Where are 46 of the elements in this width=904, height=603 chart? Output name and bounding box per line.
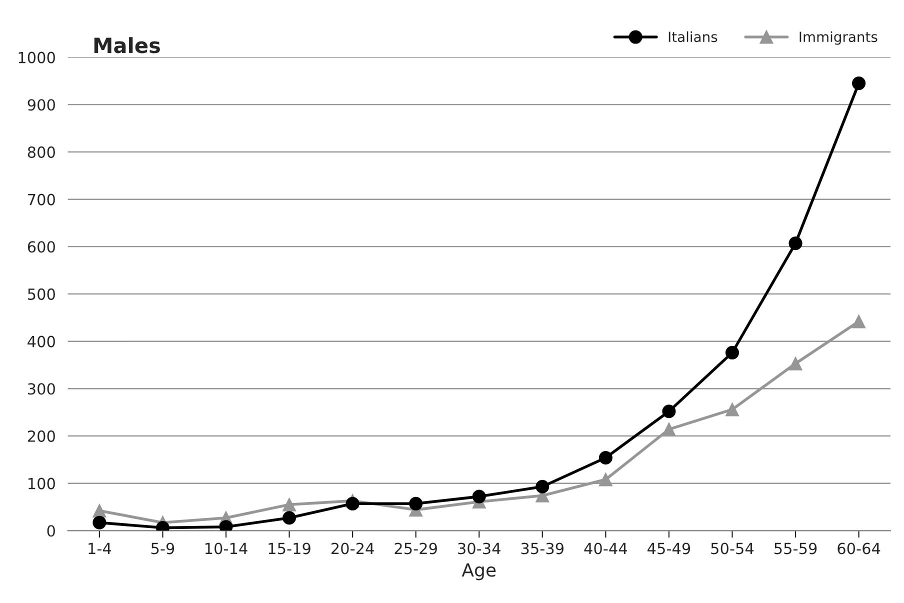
point — [598, 450, 612, 465]
point — [788, 356, 802, 370]
y-tick-label: 300 — [28, 383, 55, 395]
point — [725, 402, 740, 416]
x-tick-label: 25-29 — [394, 542, 437, 554]
point — [852, 314, 866, 328]
point — [788, 236, 802, 250]
x-tick-label: 20-24 — [331, 542, 374, 554]
point — [598, 472, 612, 486]
point — [662, 404, 676, 418]
point — [282, 498, 296, 512]
point — [346, 496, 360, 510]
y-tick-label: 200 — [28, 430, 55, 442]
chart-title: Males — [94, 37, 160, 54]
x-axis-title: Age — [462, 563, 496, 580]
y-tick-label: 100 — [28, 478, 55, 490]
point — [662, 422, 676, 436]
y-tick-label: 500 — [28, 288, 55, 300]
x-tick-label: 45-49 — [648, 542, 690, 554]
x-tick-label: 10-14 — [205, 542, 248, 554]
point — [725, 346, 740, 360]
point — [852, 76, 866, 90]
x-tick-label: 60-64 — [838, 542, 880, 554]
point — [409, 496, 423, 510]
x-tick-label: 35-39 — [521, 542, 564, 554]
x-tick-label: 30-34 — [458, 542, 500, 554]
point — [472, 490, 486, 504]
x-tick-label: 55-59 — [774, 542, 817, 554]
y-tick-label: 900 — [28, 99, 55, 111]
x-tick-label: 40-44 — [584, 542, 628, 554]
x-tick-label: 50-54 — [711, 542, 754, 554]
y-tick-label: 0 — [47, 525, 55, 537]
legend-label: Italians — [668, 31, 718, 42]
y-tick-label: 800 — [28, 146, 55, 158]
point — [92, 516, 106, 530]
x-tick-label: 1-4 — [88, 542, 112, 554]
point — [536, 480, 550, 494]
point — [92, 504, 106, 518]
y-tick-label: 600 — [28, 241, 55, 253]
y-tick-label: 1000 — [18, 52, 55, 64]
y-tick-label: 400 — [28, 336, 55, 348]
legend-label: Immigrants — [800, 31, 878, 45]
y-tick-label: 700 — [28, 194, 55, 206]
x-tick-label: 5-9 — [151, 542, 174, 554]
x-tick-label: 15-19 — [268, 542, 310, 554]
point — [282, 511, 296, 525]
